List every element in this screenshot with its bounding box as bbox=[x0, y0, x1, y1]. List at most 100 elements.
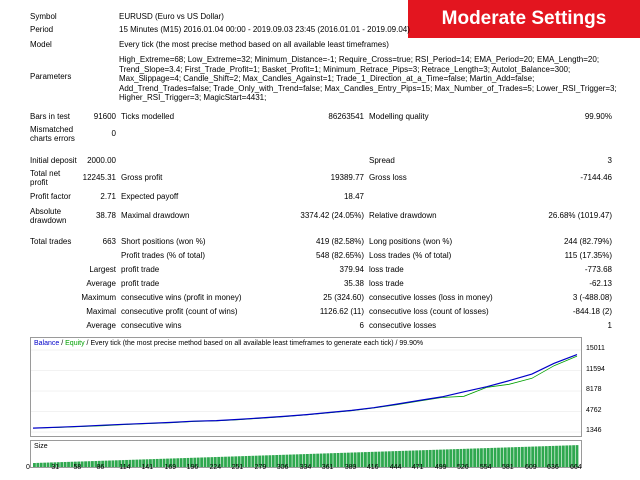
long-label: Long positions (won %) bbox=[369, 237, 453, 246]
profittrades-value: 548 (82.65%) bbox=[315, 251, 364, 260]
spread-label: Spread bbox=[369, 156, 395, 165]
mismatch-value: 0 bbox=[111, 129, 116, 138]
size-bar bbox=[452, 449, 456, 467]
x-tick-label: 196 bbox=[186, 464, 199, 471]
size-bar bbox=[149, 459, 152, 467]
size-bar bbox=[548, 446, 552, 467]
size-bar bbox=[306, 454, 309, 467]
size-bar bbox=[254, 455, 258, 467]
size-bar bbox=[333, 453, 337, 467]
size-bar bbox=[336, 452, 340, 467]
size-bar bbox=[309, 453, 313, 467]
average-profit-value: 35.38 bbox=[343, 279, 364, 288]
size-bar bbox=[514, 447, 517, 467]
size-bar bbox=[196, 457, 200, 467]
balance-chart: Balance / Equity / Every tick (the most … bbox=[30, 337, 610, 478]
size-bar bbox=[265, 455, 268, 467]
grossprofit-value: 19389.77 bbox=[330, 173, 364, 182]
largest-profit-label: profit trade bbox=[121, 265, 160, 274]
average-loss-value: -62.13 bbox=[589, 279, 612, 288]
reldd-label: Relative drawdown bbox=[369, 211, 437, 220]
netprofit-value: 12245.31 bbox=[82, 173, 116, 182]
size-bar bbox=[200, 457, 204, 467]
profittrades-label: Profit trades (% of total) bbox=[121, 251, 206, 260]
size-bar bbox=[551, 445, 555, 467]
size-bar bbox=[370, 451, 374, 467]
size-bar bbox=[534, 446, 538, 467]
deposit-label: Initial deposit bbox=[30, 156, 77, 165]
spread-value: 3 bbox=[607, 156, 612, 165]
size-bar bbox=[558, 445, 562, 467]
losstrades-label: Loss trades (% of total) bbox=[369, 251, 452, 260]
pf-value: 2.71 bbox=[100, 192, 116, 201]
chart-header: Balance / Equity / Every tick (the most … bbox=[34, 340, 423, 347]
maximal-profit-value: 1126.62 (11) bbox=[319, 307, 364, 316]
size-bar bbox=[50, 462, 53, 467]
size-bar bbox=[114, 460, 118, 467]
size-bar bbox=[507, 447, 511, 467]
size-bar bbox=[179, 458, 183, 467]
size-bar bbox=[422, 450, 425, 467]
size-bar bbox=[63, 461, 67, 467]
size-bar bbox=[404, 450, 408, 467]
average2-label: Average bbox=[86, 321, 116, 330]
size-bar bbox=[565, 445, 569, 467]
model-value: Every tick (the most precise method base… bbox=[119, 40, 389, 49]
size-bar bbox=[527, 446, 531, 467]
size-bar bbox=[473, 448, 477, 467]
short-label: Short positions (won %) bbox=[121, 237, 206, 246]
x-tick-label: 581 bbox=[502, 464, 514, 471]
model-label: Model bbox=[30, 40, 52, 49]
size-bar bbox=[213, 457, 217, 467]
size-bar bbox=[94, 460, 98, 468]
absdd-label: Absolute drawdown bbox=[30, 207, 67, 225]
x-tick-label: 251 bbox=[231, 464, 244, 471]
size-bar bbox=[135, 459, 139, 468]
x-tick-label: 636 bbox=[547, 464, 559, 471]
average-loss-label: loss trade bbox=[369, 279, 404, 288]
size-bar bbox=[278, 454, 282, 467]
size-bar bbox=[169, 458, 173, 467]
grossloss-label: Gross loss bbox=[369, 173, 407, 182]
size-bar bbox=[87, 461, 91, 467]
maximum-wins-value: 25 (324.60) bbox=[323, 293, 364, 302]
size-bar bbox=[538, 446, 541, 467]
size-bar bbox=[217, 456, 221, 467]
size-bar bbox=[432, 449, 436, 467]
size-bar bbox=[411, 450, 415, 467]
balance-plot-area: Balance / Equity / Every tick (the most … bbox=[30, 337, 582, 437]
size-bar bbox=[104, 460, 108, 467]
x-tick-label: 444 bbox=[389, 464, 402, 471]
deposit-value: 2000.00 bbox=[87, 156, 116, 165]
size-bar bbox=[166, 458, 169, 467]
size-bar bbox=[500, 447, 504, 467]
grossloss-value: -7144.46 bbox=[580, 173, 612, 182]
size-bar bbox=[316, 453, 320, 467]
x-tick-label: 499 bbox=[434, 464, 447, 471]
size-bar bbox=[282, 454, 285, 467]
pf-label: Profit factor bbox=[30, 192, 71, 201]
size-bar bbox=[295, 454, 299, 467]
size-bar bbox=[46, 462, 50, 467]
size-bar bbox=[480, 448, 483, 467]
largest-profit-value: 379.94 bbox=[339, 265, 364, 274]
maximal-loss-value: -844.18 (2) bbox=[572, 307, 612, 316]
x-tick-label: 31 bbox=[51, 464, 60, 471]
size-bar bbox=[435, 449, 439, 467]
x-tick-label: 526 bbox=[456, 464, 469, 471]
size-bar bbox=[258, 455, 262, 467]
size-bar bbox=[155, 458, 159, 467]
size-bar bbox=[428, 449, 432, 467]
symbol-label: Symbol bbox=[30, 12, 57, 21]
quality-value: 99.90% bbox=[584, 112, 612, 121]
x-tick-label: 141 bbox=[141, 464, 154, 471]
size-bar bbox=[162, 458, 166, 467]
size-bar bbox=[128, 459, 132, 467]
maximal-label: Maximal bbox=[86, 307, 116, 316]
size-bar bbox=[425, 450, 429, 467]
size-bar bbox=[364, 452, 367, 467]
size-bar bbox=[302, 454, 306, 467]
size-bar bbox=[326, 453, 330, 467]
settings-banner: Moderate Settings bbox=[408, 0, 640, 38]
netprofit-label: Total net profit bbox=[30, 169, 61, 187]
